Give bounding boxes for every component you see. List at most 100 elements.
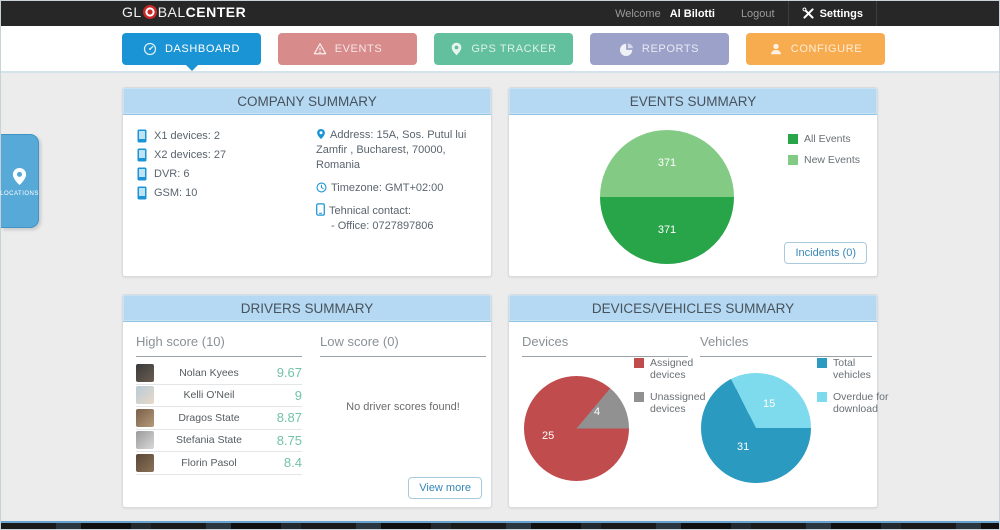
legend-swatch [634,392,644,403]
tab-label: REPORTS [641,43,700,55]
drivers-summary-title: DRIVERS SUMMARY [123,295,491,322]
locations-label: LOCATIONS [0,190,39,197]
device-icon [137,148,147,162]
legend-item-unassigned-devices[interactable]: Unassigned devices [634,391,712,415]
company-info: Address: 15A, Sos. Putul lui Zamfir , Bu… [316,128,486,242]
tab-label: CONFIGURE [790,43,863,55]
user-icon [770,43,781,55]
driver-name: Florin Pasol [181,456,237,469]
driver-name: Dragos State [178,411,240,424]
logo-prefix: GL [122,4,142,20]
topbar-divider [876,1,877,26]
logout-link[interactable]: Logout [740,7,775,20]
device-count-text: GSM: 10 [154,187,198,199]
events-legend: All Events New Events [788,133,860,166]
driver-row: Dragos State 8.87 [136,407,302,430]
pie-slice-value: 31 [737,441,750,453]
legend-item-assigned-devices[interactable]: Assigned devices [634,357,712,381]
high-score-label: High score (10) [136,334,302,357]
devices-pie-chart: 4 25 [524,376,629,481]
devices-section: Devices [522,334,688,357]
device-icon [137,129,147,143]
locations-side-tab[interactable]: LOCATIONS [0,134,39,228]
logo-suffix: CENTER [185,4,247,20]
legend-swatch [634,358,644,368]
pie-icon [619,43,633,56]
legend-label: Total vehicles [833,357,871,382]
driver-avatar [136,363,154,382]
vehicles-label: Vehicles [700,334,872,357]
settings-button[interactable]: Settings [789,1,876,26]
company-summary-panel: COMPANY SUMMARY X1 devices: 2 X2 devices… [122,87,492,277]
tab-reports[interactable]: REPORTS [590,33,729,65]
legend-item-overdue-download[interactable]: Overdue for download [817,391,895,415]
list-item: DVR: 6 [137,167,226,181]
devices-label: Devices [522,334,688,357]
company-summary-body: X1 devices: 2 X2 devices: 27 DVR: 6 GSM:… [123,115,491,276]
driver-name: Stefania State [176,434,242,447]
events-summary-title: EVENTS SUMMARY [509,88,877,115]
address-text: Address: 15A, Sos. Putul lui Zamfir , Bu… [316,129,467,171]
tab-dashboard[interactable]: DASHBOARD [122,33,261,65]
driver-avatar [136,453,154,472]
timezone-text: Timezone: GMT+02:00 [331,181,444,194]
welcome-text: Welcome Al Bilotti [602,1,728,26]
clock-icon [316,182,327,193]
vehicles-pie-chart: 15 31 [701,373,811,483]
warning-icon [313,43,326,55]
pie-slice-value: 4 [594,406,601,418]
tab-configure[interactable]: CONFIGURE [746,33,885,65]
list-item: X1 devices: 2 [137,129,226,143]
no-scores-message: No driver scores found! [346,401,460,413]
legend-swatch [788,155,798,166]
app-logo: GL BAL CENTER [122,4,246,20]
device-count-text: X2 devices: 27 [154,149,227,161]
driver-row: Nolan Kyees 9.67 [136,362,302,385]
legend-swatch [817,392,827,403]
company-summary-title: COMPANY SUMMARY [123,88,491,115]
low-score-column: Low score (0) No driver scores found! [320,334,486,413]
driver-score: 9.67 [276,365,302,381]
driver-avatar [136,386,154,405]
pie-slice-value: 371 [657,157,677,169]
wrench-icon [802,7,814,19]
contact-title: Tehnical contact: [329,205,411,218]
view-more-button[interactable]: View more [408,477,482,499]
topbar: GL BAL CENTER Welcome Al Bilotti Logout Se… [1,1,999,26]
location-pin-icon [12,167,27,185]
list-item: X2 devices: 27 [137,148,226,162]
pie-slice-value: 25 [542,430,555,442]
pie-slice-value: 15 [763,398,776,410]
driver-list: Nolan Kyees 9.67 Kelli O'Neil 9 Dragos S… [136,362,302,475]
legend-item-new-events[interactable]: New Events [788,154,860,166]
high-score-column: High score (10) Nolan Kyees 9.67 Kelli O… [136,334,302,475]
legend-item-total-vehicles[interactable]: Total vehicles [817,357,895,381]
device-icon [137,186,147,200]
legend-label: New Events [804,154,861,167]
tab-gps-tracker[interactable]: GPS TRACKER [434,33,573,65]
devices-vehicles-title: DEVICES/VEHICLES SUMMARY [509,295,877,322]
devices-vehicles-summary-panel: DEVICES/VEHICLES SUMMARY Devices Vehicle… [508,294,888,508]
driver-avatar [136,408,154,427]
legend-item-all-events[interactable]: All Events [788,133,860,145]
footer-divider [1,521,999,523]
driver-avatar [136,431,154,450]
address-block: Address: 15A, Sos. Putul lui Zamfir , Bu… [316,128,486,173]
map-pin-icon [452,42,462,56]
driver-name: Kelli O'Neil [183,389,235,402]
phone-icon [316,203,325,217]
devices-vehicles-body: Devices Vehicles 4 25 Assigned devices U… [509,322,888,507]
timezone-block: Timezone: GMT+02:00 [316,181,486,196]
driver-score: 8.75 [276,432,302,448]
gauge-icon [143,42,157,56]
events-summary-body: 371 371 All Events New Events Incidents … [509,115,877,276]
driver-row: Kelli O'Neil 9 [136,385,302,407]
driver-row: Stefania State 8.75 [136,430,302,452]
footer-strip [1,523,999,529]
settings-label: Settings [819,7,863,20]
incidents-button[interactable]: Incidents (0) [784,242,867,264]
legend-label: Assigned devices [650,357,694,382]
tab-events[interactable]: EVENTS [278,33,417,65]
device-count-list: X1 devices: 2 X2 devices: 27 DVR: 6 GSM:… [137,129,226,205]
